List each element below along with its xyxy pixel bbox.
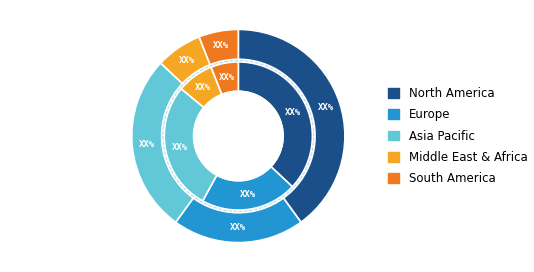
Text: XX%: XX% [285,108,301,117]
Wedge shape [181,67,222,107]
Text: XX%: XX% [317,103,334,112]
Text: XX%: XX% [195,84,211,92]
Wedge shape [132,63,193,222]
Wedge shape [211,62,238,94]
Text: XX%: XX% [179,56,195,65]
Text: XX%: XX% [230,223,246,232]
Legend: North America, Europe, Asia Pacific, Middle East & Africa, South America: North America, Europe, Asia Pacific, Mid… [383,82,532,190]
Text: XX%: XX% [213,41,229,51]
Text: XX%: XX% [139,140,155,149]
Wedge shape [202,167,292,210]
Wedge shape [164,89,217,201]
Text: XX%: XX% [172,143,188,152]
Wedge shape [176,198,301,243]
Wedge shape [238,62,312,187]
Wedge shape [161,37,210,84]
Text: XX%: XX% [240,190,256,199]
Wedge shape [199,29,238,65]
Text: XX%: XX% [219,73,235,82]
Circle shape [193,91,283,181]
Wedge shape [238,29,345,222]
